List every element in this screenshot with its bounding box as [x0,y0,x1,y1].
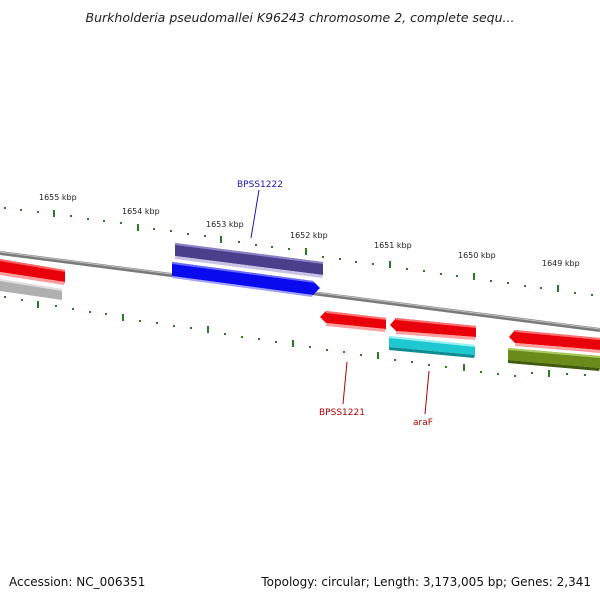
gene-forward-blue[interactable] [172,262,320,297]
kbp-label-1649: 1649 kbp [542,259,580,268]
gene-right-olive[interactable] [508,348,600,371]
upper-scale-ticks [4,207,593,296]
kbp-label-1654: 1654 kbp [122,207,160,216]
bpss1221-leader [342,361,348,405]
gene-label-bpss1222[interactable]: BPSS1222 [237,180,283,190]
map-title: Burkholderia pseudomallei K96243 chromos… [85,10,515,25]
kbp-label-1655: 1655 kbp [39,193,77,202]
bpss1222-leader [250,189,260,239]
kbp-label-1653: 1653 kbp [206,220,244,229]
accession-text: Accession: NC_006351 [9,575,146,589]
kbp-label-1651: 1651 kbp [374,241,412,250]
gene-label-bpss1221[interactable]: BPSS1221 [319,408,365,418]
gene-bpss1221[interactable] [320,311,386,332]
kbp-label-1652: 1652 kbp [290,231,328,240]
gene-label-araf[interactable]: araF [413,418,433,428]
genome-summary-text: Topology: circular; Length: 3,173,005 bp… [261,575,591,589]
gene-araf[interactable] [389,336,475,358]
gene-right-red[interactable] [509,330,600,353]
araf-leader [424,370,430,415]
gene-left-red[interactable] [0,259,65,285]
gene-left-grey[interactable] [0,279,62,300]
kbp-label-1650: 1650 kbp [458,251,496,260]
gene-reverse-red-2[interactable] [390,318,476,340]
gene-bpss1222[interactable] [175,243,323,278]
lower-scale-ticks [4,296,586,377]
